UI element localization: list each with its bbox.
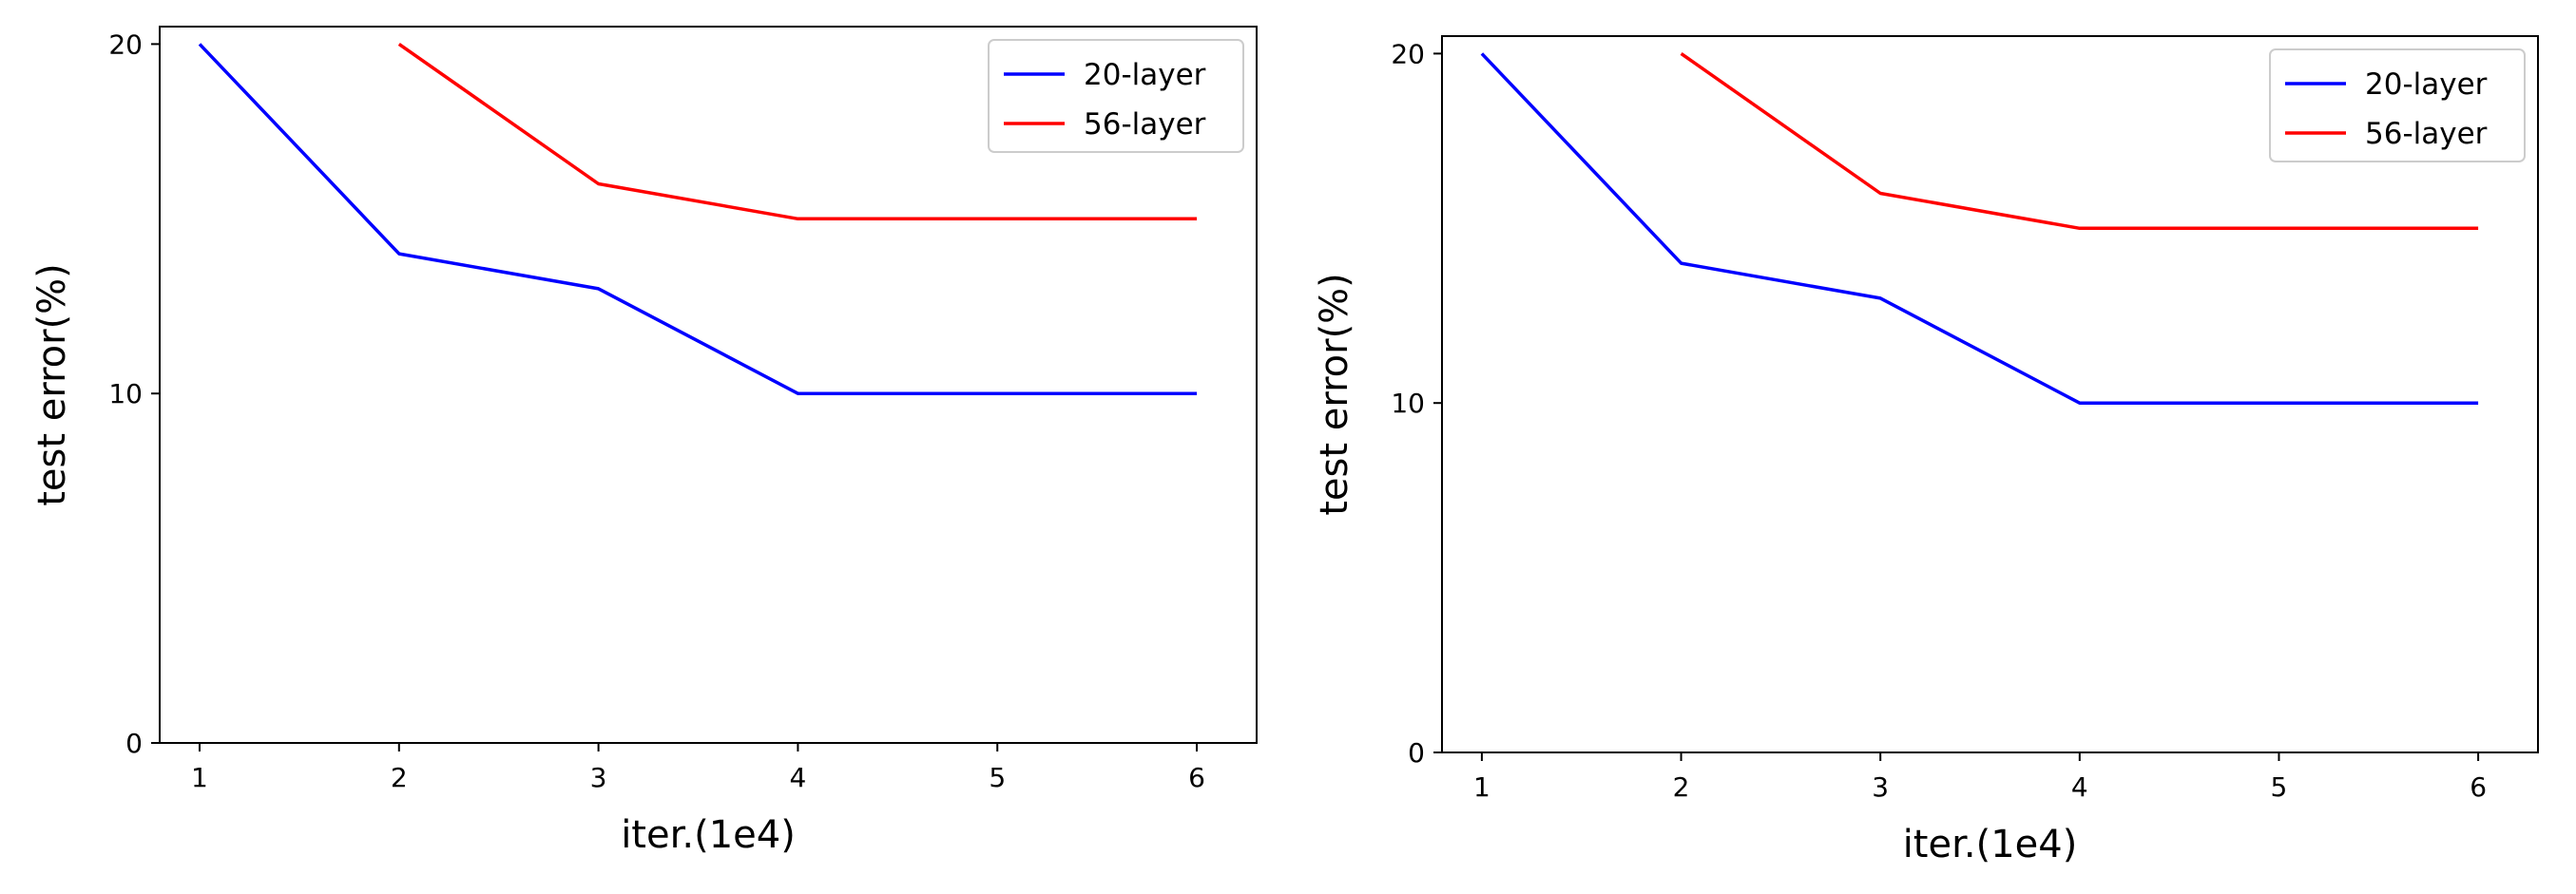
legend-label: 56-layer [1084,107,1206,142]
x-tick-label: 1 [191,762,208,793]
x-tick-label: 3 [1872,771,1889,803]
y-tick-label: 0 [1408,737,1425,769]
x-tick-label: 4 [2071,771,2088,803]
x-tick-label: 2 [391,762,408,793]
series-line-2 [397,42,1198,221]
x-tick-label: 2 [1673,771,1690,803]
y-tick-label: 20 [1391,38,1425,69]
chart-panel-2: 1 2 3 4 5 6 0 10 20 iter.(1e4) test error(%) 20-lay… [1313,35,2539,866]
plot-frame [1441,35,2539,753]
legend-label: 56-layer [2365,117,2488,151]
x-axis-label: iter.(1e4) [621,813,796,857]
chart-panel-1: 1 2 3 4 5 6 0 10 20 iter.(1e4) test error(%) 20-lay… [30,26,1258,857]
series-line-2 [1680,51,2479,231]
x-tick-label: 3 [590,762,607,793]
x-tick-label: 1 [1473,771,1490,803]
x-tick-label: 5 [989,762,1006,793]
legend-label: 20-layer [1084,58,1206,92]
y-tick-label: 20 [108,29,143,60]
x-tick-label: 6 [2470,771,2487,803]
series-line-1 [1480,52,2479,405]
legend-label: 20-layer [2365,67,2488,102]
y-tick-label: 0 [125,728,143,759]
series-line-1 [198,43,1198,395]
x-tick-label: 5 [2271,771,2288,803]
x-axis-label: iter.(1e4) [1903,823,2078,866]
y-axis-label: test error(%) [30,263,74,506]
y-tick-label: 10 [108,378,143,409]
x-tick-label: 4 [790,762,807,793]
y-axis-label: test error(%) [1313,273,1356,516]
legend: 20-layer 56-layer [988,39,1244,153]
plot-frame [159,26,1258,744]
legend: 20-layer 56-layer [2269,48,2526,162]
x-tick-label: 6 [1188,762,1205,793]
y-tick-label: 10 [1391,388,1425,419]
